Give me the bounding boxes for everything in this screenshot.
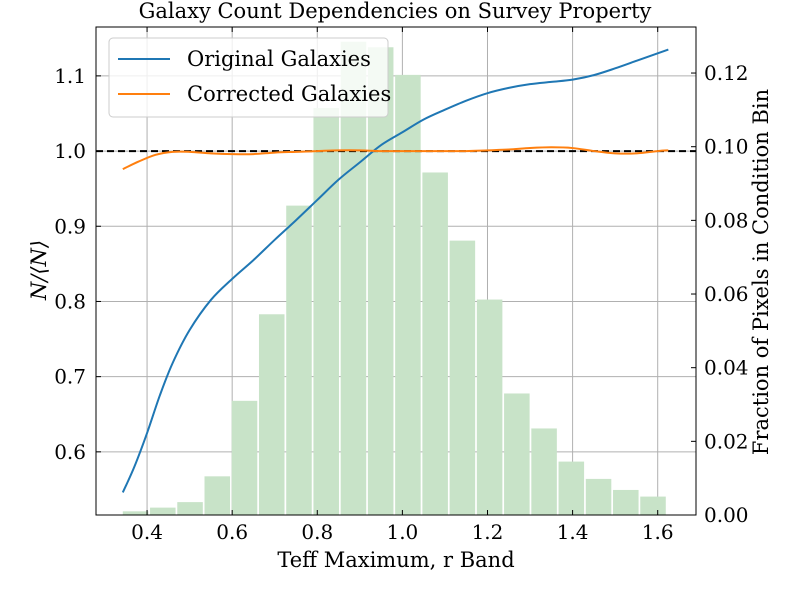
histogram-bar bbox=[258, 314, 285, 515]
histogram-bar bbox=[313, 108, 339, 515]
y-tick-label: 0.6 bbox=[54, 440, 86, 464]
histogram-bar bbox=[476, 299, 503, 515]
legend-box bbox=[108, 37, 389, 118]
histogram-bar bbox=[150, 507, 176, 515]
y-tick-label: 1.0 bbox=[54, 139, 86, 163]
y-right-tick-label: 0.10 bbox=[704, 135, 749, 159]
legend-label: Original Galaxies bbox=[187, 47, 371, 71]
series-lines bbox=[121, 48, 669, 493]
y-axis-label: N/⟨N⟩ bbox=[27, 240, 51, 301]
legend: Original Galaxies Corrected Galaxies bbox=[108, 37, 391, 118]
y-right-tick-label: 0.00 bbox=[704, 503, 749, 527]
series-line-original bbox=[121, 48, 669, 493]
y-right-tick-label: 0.12 bbox=[704, 61, 749, 85]
histogram-bar bbox=[613, 489, 639, 515]
y-axis-right-label: Fraction of Pixels in Condition Bin bbox=[749, 89, 773, 455]
histogram-bar bbox=[640, 496, 666, 515]
histogram-bar bbox=[531, 428, 557, 515]
histogram-bar bbox=[122, 511, 149, 515]
histogram bbox=[122, 41, 666, 516]
y-tick-label: 0.9 bbox=[54, 214, 86, 238]
histogram-bar bbox=[558, 461, 585, 515]
y-right-tick-label: 0.02 bbox=[704, 429, 749, 453]
histogram-bar bbox=[585, 478, 612, 515]
histogram-bar bbox=[340, 41, 367, 515]
histogram-bar bbox=[395, 74, 421, 515]
x-tick-label: 1.6 bbox=[642, 520, 674, 544]
histogram-bar bbox=[286, 205, 312, 516]
x-tick-label: 1.4 bbox=[557, 520, 589, 544]
x-tick-label: 1.2 bbox=[472, 520, 504, 544]
histogram-bar bbox=[504, 393, 530, 515]
x-tick-label: 1.0 bbox=[386, 520, 418, 544]
histogram-bar bbox=[367, 47, 394, 516]
x-axis-label: Teff Maximum, r Band bbox=[277, 548, 514, 572]
series-line-corrected bbox=[122, 146, 669, 171]
y-right-tick-label: 0.06 bbox=[704, 282, 749, 306]
histogram-bar bbox=[449, 240, 476, 515]
plot-frame bbox=[95, 26, 697, 516]
chart-title: Galaxy Count Dependencies on Survey Prop… bbox=[139, 0, 652, 23]
x-tick-label: 0.6 bbox=[216, 520, 248, 544]
histogram-bar bbox=[422, 172, 448, 515]
y-right-tick-label: 0.04 bbox=[704, 356, 749, 380]
axis-ticks: 0.4 0.6 0.8 1.0 1.2 1.4 1.6 0.6 0.7 0.8 0.9 1.0 1.1 0… bbox=[54, 27, 749, 544]
legend-label: Corrected Galaxies bbox=[187, 82, 391, 106]
y-right-tick-label: 0.08 bbox=[704, 208, 749, 232]
x-tick-label: 0.4 bbox=[131, 520, 163, 544]
y-tick-label: 0.7 bbox=[54, 365, 86, 389]
histogram-bar bbox=[177, 502, 203, 515]
y-tick-label: 1.1 bbox=[54, 64, 86, 88]
histogram-bar bbox=[231, 400, 258, 515]
histogram-bar bbox=[204, 476, 231, 515]
x-tick-label: 0.8 bbox=[301, 520, 333, 544]
y-tick-label: 0.8 bbox=[54, 289, 86, 313]
